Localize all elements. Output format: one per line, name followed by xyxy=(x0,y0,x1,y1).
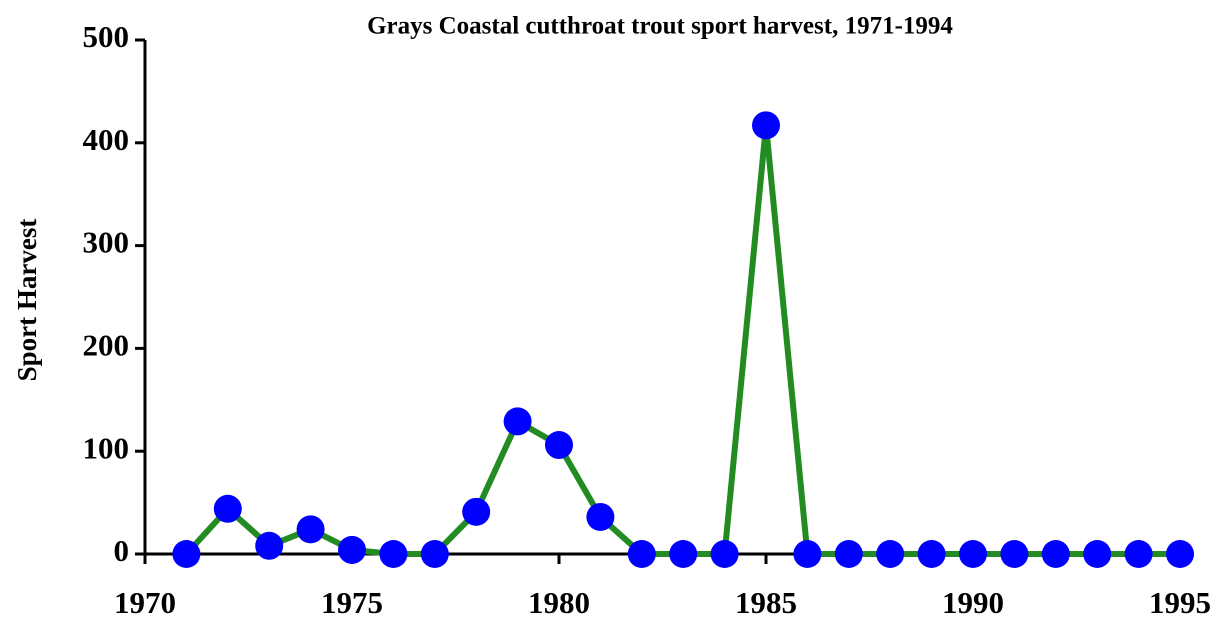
marker xyxy=(876,540,905,568)
marker xyxy=(917,540,946,568)
marker xyxy=(503,407,532,436)
y-tick-label: 400 xyxy=(83,122,130,157)
y-tick-label: 500 xyxy=(83,19,130,54)
marker xyxy=(627,540,656,568)
marker xyxy=(793,540,822,568)
marker xyxy=(420,540,449,568)
line xyxy=(184,122,1180,557)
x-tick-label: 1970 xyxy=(114,585,176,620)
marker xyxy=(1124,540,1153,568)
x-tick-label: 1980 xyxy=(528,585,590,620)
marker xyxy=(710,540,739,568)
marker xyxy=(379,540,408,568)
marker xyxy=(586,502,615,531)
y-axis-label: Sport Harvest xyxy=(12,219,42,382)
marker xyxy=(834,540,863,568)
marker xyxy=(338,535,366,564)
y-tick-label: 200 xyxy=(83,328,130,363)
marker xyxy=(1000,540,1029,568)
x-tick-label: 1985 xyxy=(735,585,797,620)
marker xyxy=(959,540,987,568)
marker xyxy=(545,431,573,460)
marker xyxy=(1041,540,1070,568)
marker xyxy=(462,497,491,526)
marker xyxy=(752,111,780,140)
x-tick-label: 1990 xyxy=(942,585,1004,620)
marker xyxy=(296,515,325,544)
marker xyxy=(213,494,242,523)
marker xyxy=(255,531,284,560)
y-tick-label: 0 xyxy=(114,533,130,568)
y-tick-label: 100 xyxy=(83,430,130,465)
marker xyxy=(669,540,698,568)
x-tick-label: 1995 xyxy=(1149,585,1211,620)
marker xyxy=(1166,540,1194,568)
y-tick-label: 300 xyxy=(83,225,130,260)
x-tick-label: 1975 xyxy=(321,585,383,620)
marker xyxy=(172,540,201,568)
marker xyxy=(1083,540,1112,568)
chart-title: Grays Coastal cutthroat trout sport harv… xyxy=(367,13,953,40)
